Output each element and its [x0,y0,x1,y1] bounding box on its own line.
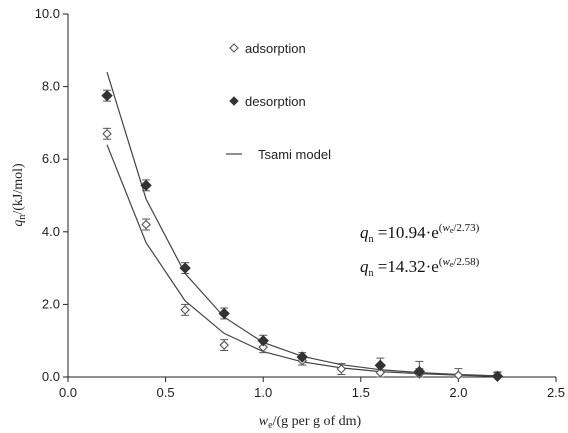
x-axis-title-rest: /(g per g of dm) [273,414,362,429]
y-tick-label: 6.0 [42,151,60,166]
x-tick-label: 2.5 [547,385,565,400]
eq1-exp-rest: /2.73) [453,222,479,234]
y-tick-label: 10.0 [35,6,60,21]
eq2-body: =14.32·e [374,257,439,276]
adsorption-point [375,367,386,378]
x-tick-label: 1.5 [352,385,370,400]
y-tick-label: 0.0 [42,369,60,384]
x-axis-title-main: w [259,414,269,429]
equations: qn =10.94·e(we/2.73) qn =14.32·e(we/2.58… [360,222,480,279]
adsorption-point [141,219,151,230]
eq2-exp-open: ( [439,256,443,268]
x-axis-title-sub: e [268,420,273,431]
desorption-point [101,89,113,102]
y-tick-label: 4.0 [42,224,60,239]
y-tick-label: 2.0 [42,296,60,311]
x-axis-title: we/(g per g of dm) [259,414,362,431]
x-tick-label: 0.5 [157,385,175,400]
x-ticks: 0.0 0.5 1.0 1.5 2.0 2.5 [59,377,565,400]
adsorption-point [180,305,190,315]
eq2-exp-w: w [442,256,450,268]
equation-desorption: qn =14.32·e(we/2.58) [360,256,480,279]
adsorption-point [258,342,268,353]
eq2-exp-sub: e [450,260,454,269]
desorption-point [140,179,152,192]
legend-marker-desorption [229,96,239,106]
x-tick-label: 1.0 [254,385,272,400]
desorption-point [179,262,191,274]
adsorption-point [336,364,347,374]
desorption-point [296,351,308,363]
y-ticks: 0.0 2.0 4.0 6.0 8.0 10.0 [35,6,68,384]
eq1-exp-w: w [442,222,450,234]
adsorption-point [453,370,464,380]
desorption-point [218,307,230,320]
eq1-body: =10.94·e [374,223,439,242]
data-points [101,89,504,382]
eq2-q: q [360,257,369,276]
legend-label-desorption: desorption [245,94,306,109]
desorption-point [413,365,426,378]
desorption-point [257,334,269,347]
eq1-exp-sub: e [450,226,454,235]
eq2-exp-rest: /2.58) [453,256,479,268]
y-tick-label: 8.0 [42,79,60,94]
desorption-point [374,359,387,372]
eq2-q-sub: n [369,268,374,279]
desorption-point [491,370,504,382]
eq1-exp-open: ( [439,222,443,234]
y-axis-title-sub: n [17,215,28,220]
equation-adsorption: qn =10.94·e(we/2.73) [360,222,480,245]
y-axis-title: qn/(kJ/mol) [11,163,28,227]
y-axis-title-main: q [11,220,26,227]
eq1-q: q [360,223,369,242]
y-axis-title-rest: /(kJ/mol) [11,163,26,215]
eq1-q-sub: n [369,234,374,245]
x-tick-label: 0.0 [59,385,77,400]
legend-marker-adsorption [229,43,239,53]
adsorption-point [219,340,229,350]
legend-label-tsami: Tsami model [258,147,331,162]
adsorption-point [102,129,112,139]
legend: adsorption desorption Tsami model [226,41,331,162]
axes [67,14,556,378]
legend-label-adsorption: adsorption [245,41,306,56]
x-tick-label: 2.0 [449,385,467,400]
